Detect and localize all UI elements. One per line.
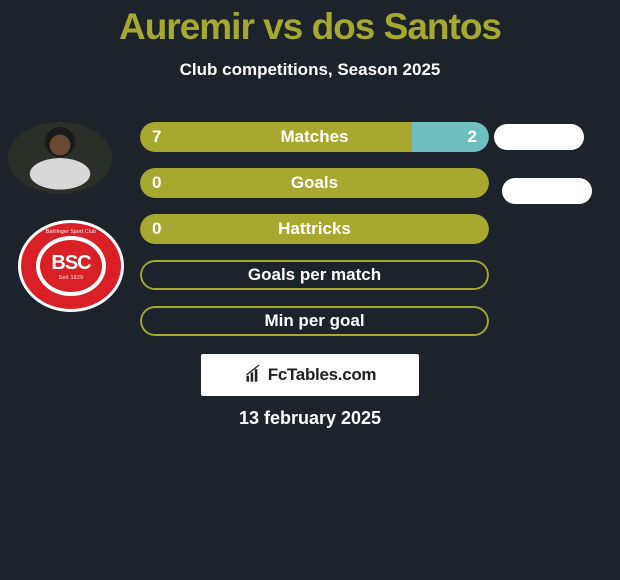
logo-text: FcTables.com — [268, 365, 377, 385]
stat-bar-label: Goals per match — [140, 260, 489, 290]
club-badge-top-text: Bahlinger Sport Club — [21, 229, 121, 235]
stat-bar-fill — [140, 214, 489, 244]
club-badge-subtext: Seit 1929 — [59, 275, 84, 281]
stat-pill-1 — [494, 124, 584, 150]
page-title: Auremir vs dos Santos — [0, 0, 620, 48]
stat-bar-goals: Goals0 — [140, 168, 489, 198]
fctables-logo: FcTables.com — [201, 354, 419, 396]
subtitle: Club competitions, Season 2025 — [0, 60, 620, 80]
player-photo-placeholder — [8, 122, 112, 194]
stat-bar-min-per-goal: Min per goal — [140, 306, 489, 336]
club-badge-avatar: Bahlinger Sport Club BSC Seit 1929 — [18, 220, 124, 312]
club-badge-text: BSC — [51, 252, 90, 275]
stat-bar-label: Min per goal — [140, 306, 489, 336]
stat-pill-2 — [502, 178, 592, 204]
stat-bar-outline — [140, 260, 489, 290]
footer-date: 13 february 2025 — [0, 408, 620, 429]
stat-bar-hattricks: Hattricks0 — [140, 214, 489, 244]
stat-bar-matches: Matches72 — [140, 122, 489, 152]
player-avatar — [8, 122, 112, 194]
club-badge: Bahlinger Sport Club BSC Seit 1929 — [18, 220, 124, 312]
stats-bars: Matches72 Goals0 Hattricks0 Goals per match… — [140, 122, 489, 352]
stat-bar-fill — [140, 168, 489, 198]
bar-chart-icon — [244, 365, 264, 385]
stat-bar-right-segment — [412, 122, 489, 152]
stat-bar-left-segment — [140, 122, 412, 152]
stat-bar-outline — [140, 306, 489, 336]
stat-bar-goals-per-match: Goals per match — [140, 260, 489, 290]
club-badge-circle: BSC Seit 1929 — [36, 236, 106, 296]
